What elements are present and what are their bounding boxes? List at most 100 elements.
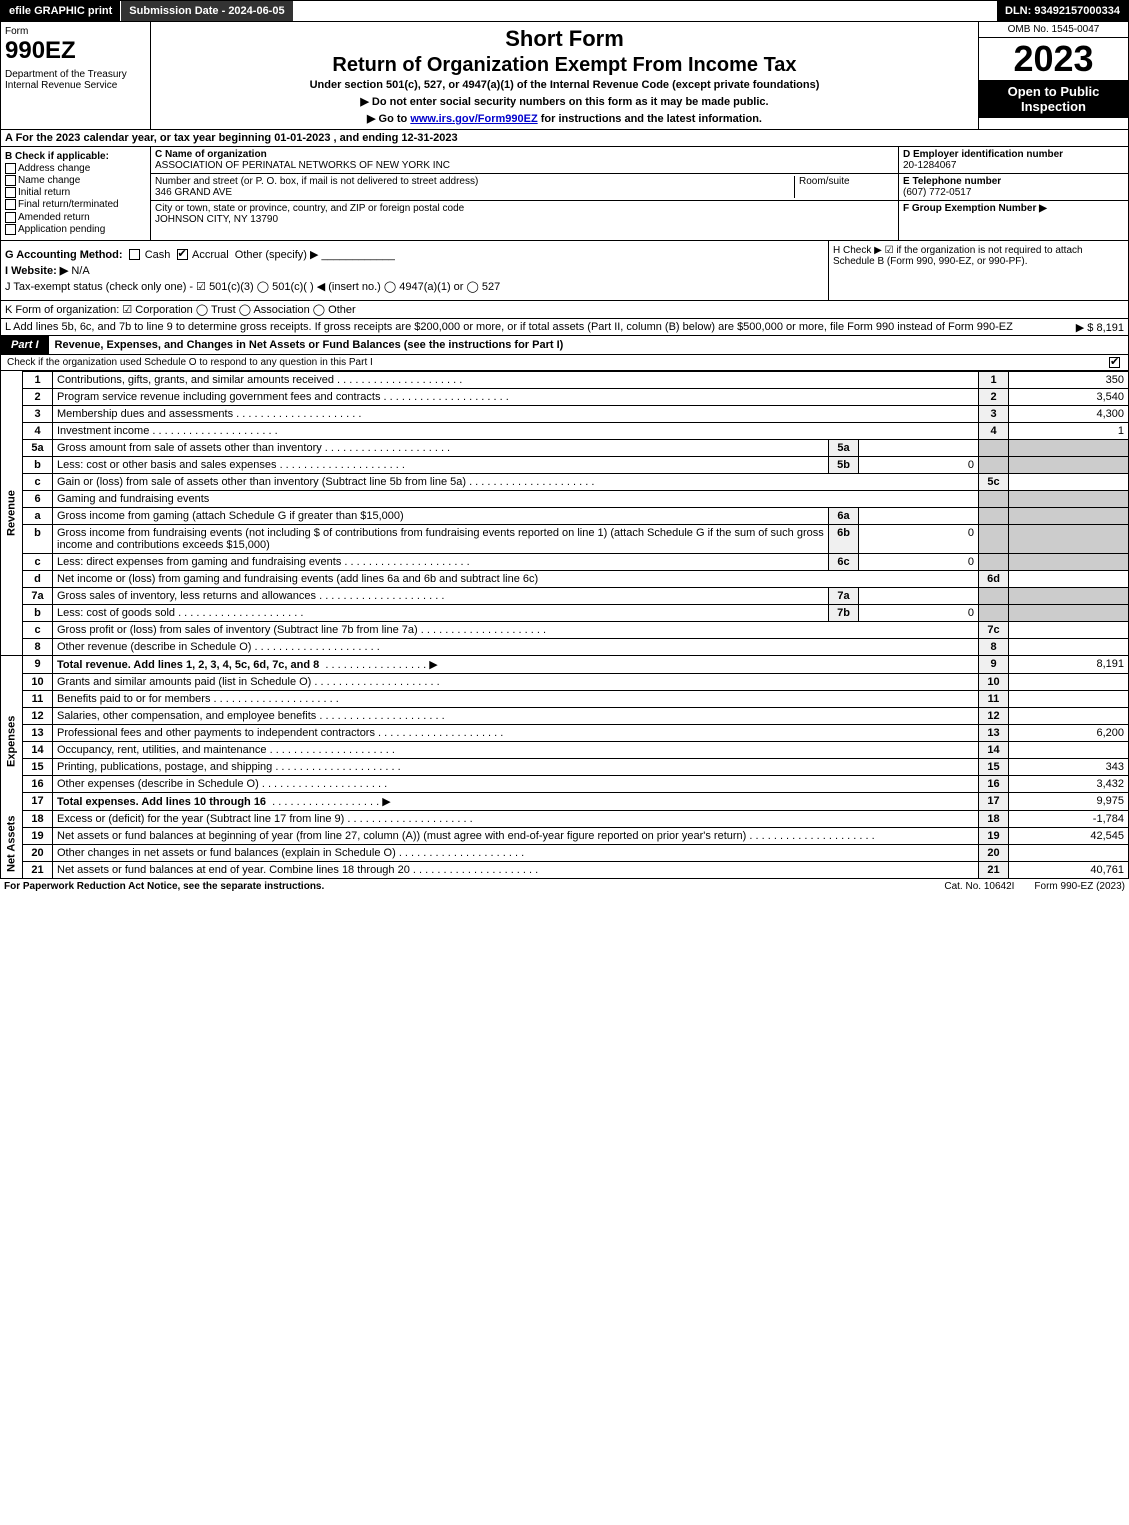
part-i-table: Revenue 1 Contributions, gifts, grants, … [0, 371, 1129, 879]
line-19-val: 42,545 [1009, 827, 1129, 844]
form-ref: Form 990-EZ (2023) [1034, 881, 1125, 892]
city-label: City or town, state or province, country… [155, 203, 464, 214]
line-7c-val [1009, 621, 1129, 638]
irs-link[interactable]: www.irs.gov/Form990EZ [410, 113, 537, 125]
line-6c-desc: Less: direct expenses from gaming and fu… [53, 553, 829, 570]
part-i-title: Revenue, Expenses, and Changes in Net As… [49, 337, 1128, 353]
line-10-desc: Grants and similar amounts paid (list in… [53, 673, 979, 690]
line-16-desc: Other expenses (describe in Schedule O) [53, 775, 979, 792]
line-17-desc: Total expenses. Add lines 10 through 16 … [53, 792, 979, 810]
website-line: I Website: ▶ N/A [5, 264, 824, 277]
page-footer: For Paperwork Reduction Act Notice, see … [0, 879, 1129, 894]
line-20-desc: Other changes in net assets or fund bala… [53, 844, 979, 861]
line-6b-val: 0 [859, 524, 979, 553]
line-5a-desc: Gross amount from sale of assets other t… [53, 439, 829, 456]
schedule-o-checkbox[interactable] [1109, 357, 1120, 368]
gh-left: G Accounting Method: Cash Accrual Other … [1, 241, 828, 300]
org-name-row: C Name of organization ASSOCIATION OF PE… [151, 147, 898, 174]
part-i-tag: Part I [1, 336, 49, 354]
line-5c-val [1009, 473, 1129, 490]
submission-date: Submission Date - 2024-06-05 [121, 1, 293, 21]
line-4-val: 1 [1009, 422, 1129, 439]
tel-value: (607) 772-0517 [903, 187, 1124, 198]
tel-label: E Telephone number [903, 176, 1124, 187]
return-title: Return of Organization Exempt From Incom… [155, 54, 974, 77]
ein-label: D Employer identification number [903, 149, 1124, 160]
col-c: C Name of organization ASSOCIATION OF PE… [151, 147, 898, 240]
line-3-val: 4,300 [1009, 405, 1129, 422]
row-a-tax-year: A For the 2023 calendar year, or tax yea… [0, 130, 1129, 147]
short-form-title: Short Form [155, 26, 974, 52]
b-header: B Check if applicable: [5, 151, 146, 162]
form-label: Form [5, 26, 146, 37]
line-18-val: -1,784 [1009, 810, 1129, 827]
cat-no: Cat. No. 10642I [944, 881, 1014, 892]
header-left: Form 990EZ Department of the Treasury In… [1, 22, 151, 129]
line-15-val: 343 [1009, 758, 1129, 775]
line-1-val: 350 [1009, 371, 1129, 388]
line-1-desc: Contributions, gifts, grants, and simila… [53, 371, 979, 388]
l-amount: ▶ $ 8,191 [1076, 321, 1124, 334]
col-b: B Check if applicable: Address change Na… [1, 147, 151, 240]
chk-initial-return[interactable]: Initial return [5, 187, 146, 198]
line-5b-desc: Less: cost or other basis and sales expe… [53, 456, 829, 473]
accounting-method: G Accounting Method: Cash Accrual Other … [5, 248, 824, 261]
chk-address-change[interactable]: Address change [5, 163, 146, 174]
line-14-desc: Occupancy, rent, utilities, and maintena… [53, 741, 979, 758]
part-i-header: Part I Revenue, Expenses, and Changes in… [0, 336, 1129, 355]
line-6d-val [1009, 570, 1129, 587]
line-3-desc: Membership dues and assessments [53, 405, 979, 422]
line-8-val [1009, 638, 1129, 655]
ssn-warning: ▶ Do not enter social security numbers o… [155, 95, 974, 108]
part-i-sub: Check if the organization used Schedule … [0, 355, 1129, 371]
ghij-row: G Accounting Method: Cash Accrual Other … [0, 241, 1129, 301]
org-city: JOHNSON CITY, NY 13790 [155, 214, 278, 225]
line-7c-desc: Gross profit or (loss) from sales of inv… [53, 621, 979, 638]
form-header: Form 990EZ Department of the Treasury In… [0, 22, 1129, 130]
ein-block: D Employer identification number 20-1284… [899, 147, 1128, 174]
line-7b-desc: Less: cost of goods sold [53, 604, 829, 621]
tel-block: E Telephone number (607) 772-0517 [899, 174, 1128, 201]
line-7b-val: 0 [859, 604, 979, 621]
line-17-val: 9,975 [1009, 792, 1129, 810]
line-10-val [1009, 673, 1129, 690]
efile-print-button[interactable]: efile GRAPHIC print [1, 1, 121, 21]
chk-application-pending[interactable]: Application pending [5, 224, 146, 235]
line-5b-val: 0 [859, 456, 979, 473]
line-13-val: 6,200 [1009, 724, 1129, 741]
org-city-row: City or town, state or province, country… [151, 201, 898, 227]
chk-name-change[interactable]: Name change [5, 175, 146, 186]
line-6b-desc: Gross income from fundraising events (no… [53, 524, 829, 553]
tax-year: 2023 [979, 38, 1128, 80]
line-20-val [1009, 844, 1129, 861]
col-def: D Employer identification number 20-1284… [898, 147, 1128, 240]
dln: DLN: 93492157000334 [997, 1, 1128, 21]
group-exemption: F Group Exemption Number ▶ [899, 201, 1128, 216]
org-address-row: Number and street (or P. O. box, if mail… [151, 174, 898, 201]
addr-label: Number and street (or P. O. box, if mail… [155, 176, 478, 187]
line-6a-val [859, 507, 979, 524]
line-6d-desc: Net income or (loss) from gaming and fun… [53, 570, 979, 587]
header-mid: Short Form Return of Organization Exempt… [151, 22, 978, 129]
line-2-val: 3,540 [1009, 388, 1129, 405]
line-6-desc: Gaming and fundraising events [53, 490, 979, 507]
line-16-val: 3,432 [1009, 775, 1129, 792]
tax-exempt-status: J Tax-exempt status (check only one) - ☑… [5, 280, 824, 293]
department: Department of the Treasury Internal Reve… [5, 69, 146, 91]
chk-final-return[interactable]: Final return/terminated [5, 199, 146, 210]
omb-number: OMB No. 1545-0047 [979, 22, 1128, 38]
ein-value: 20-1284067 [903, 160, 1124, 171]
form-number: 990EZ [5, 37, 146, 65]
k-row: K Form of organization: ☑ Corporation ◯ … [0, 301, 1129, 319]
line-5c-desc: Gain or (loss) from sale of assets other… [53, 473, 979, 490]
line-7a-desc: Gross sales of inventory, less returns a… [53, 587, 829, 604]
line-11-desc: Benefits paid to or for members [53, 690, 979, 707]
line-13-desc: Professional fees and other payments to … [53, 724, 979, 741]
chk-amended-return[interactable]: Amended return [5, 212, 146, 223]
line-5a-val [859, 439, 979, 456]
paperwork-notice: For Paperwork Reduction Act Notice, see … [4, 881, 924, 892]
header-right: OMB No. 1545-0047 2023 Open to Public In… [978, 22, 1128, 129]
top-bar: efile GRAPHIC print Submission Date - 20… [0, 0, 1129, 22]
revenue-label: Revenue [1, 371, 23, 655]
expenses-label: Expenses [1, 673, 23, 810]
